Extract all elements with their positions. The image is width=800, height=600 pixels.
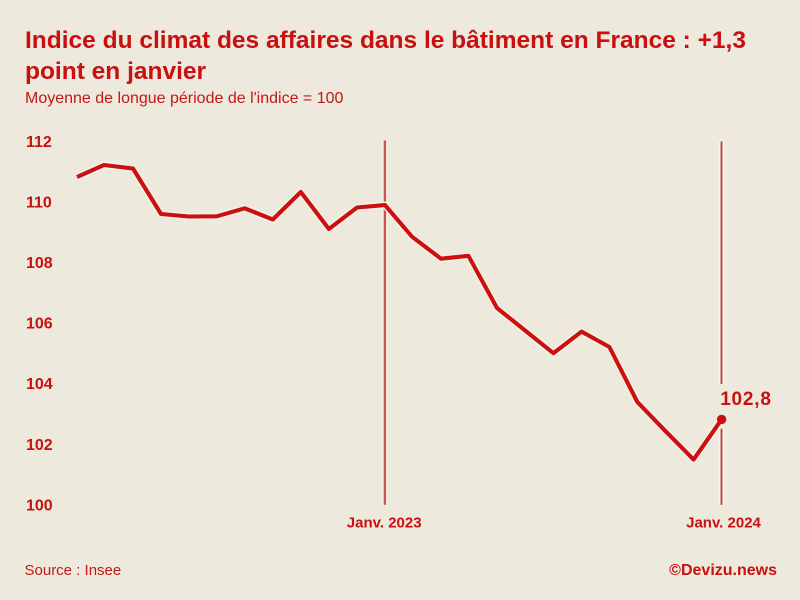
svg-text:112: 112 xyxy=(26,134,52,151)
svg-text:102: 102 xyxy=(26,437,53,454)
svg-text:104: 104 xyxy=(26,376,53,393)
svg-text:106: 106 xyxy=(26,316,53,333)
svg-text:102,8: 102,8 xyxy=(720,389,772,410)
svg-text:110: 110 xyxy=(26,194,52,211)
svg-text:108: 108 xyxy=(26,255,53,272)
svg-text:Janv. 2023: Janv. 2023 xyxy=(347,514,422,531)
svg-text:100: 100 xyxy=(26,497,53,514)
svg-text:Janv. 2024: Janv. 2024 xyxy=(686,514,761,531)
